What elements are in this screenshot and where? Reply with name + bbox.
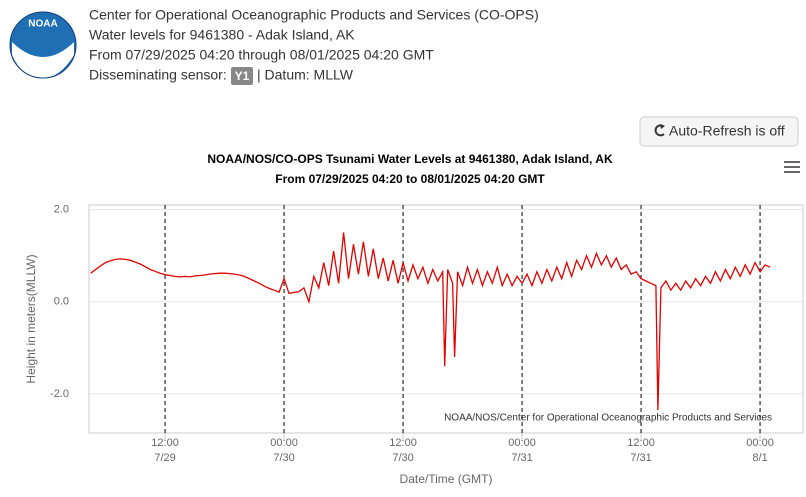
plot-area	[88, 204, 804, 434]
y-tick-label: 2.0	[54, 204, 69, 216]
chart-title: NOAA/NOS/CO-OPS Tsunami Water Levels at …	[207, 152, 613, 166]
x-tick-date: 8/1	[752, 452, 767, 464]
button-label[interactable]: Auto-Refresh is off	[669, 123, 785, 139]
x-axis-title: Date/Time (GMT)	[400, 472, 493, 486]
menu-icon[interactable]	[784, 161, 800, 173]
x-tick-label: 12:00	[151, 437, 179, 449]
water-level-line	[90, 232, 771, 411]
sensor: Y1	[235, 69, 250, 83]
x-tick-label: 12:00	[627, 437, 655, 449]
x-tick-date: 7/31	[630, 452, 651, 464]
x-tick-label: 00:00	[746, 437, 774, 449]
noaa-logo: NOAA	[9, 11, 77, 79]
header-line: Water levels for 9461380 - Adak Island, …	[89, 27, 355, 43]
x-tick-date: 7/31	[511, 452, 532, 464]
logo-text: NOAA	[28, 19, 57, 30]
x-tick-label: 00:00	[270, 437, 298, 449]
y-tick-label: 0.0	[54, 296, 69, 308]
x-tick-date: 7/29	[154, 452, 175, 464]
x-tick-date: 7/30	[392, 452, 413, 464]
y-tick-label: -2.0	[50, 388, 69, 400]
chart-subtitle: From 07/29/2025 04:20 to 08/01/2025 04:2…	[275, 172, 545, 186]
x-tick-label: 12:00	[389, 437, 417, 449]
y-axis-title: Height in meters(MLLW)	[24, 254, 38, 383]
x-tick-date: 7/30	[273, 452, 294, 464]
header-line: From 07/29/2025 04:20 through 08/01/2025…	[89, 47, 434, 63]
credit: NOAA/NOS/Center for Operational Oceanogr…	[444, 413, 772, 424]
auto-refresh-button[interactable]: Auto-Refresh is off	[639, 116, 799, 147]
header-line: Center for Operational Oceanographic Pro…	[89, 7, 539, 23]
datum: | Datum: MLLW	[257, 67, 354, 83]
sensor-label: Disseminating sensor:	[89, 67, 227, 83]
x-tick-label: 00:00	[508, 437, 536, 449]
sensor-badge	[231, 67, 253, 85]
